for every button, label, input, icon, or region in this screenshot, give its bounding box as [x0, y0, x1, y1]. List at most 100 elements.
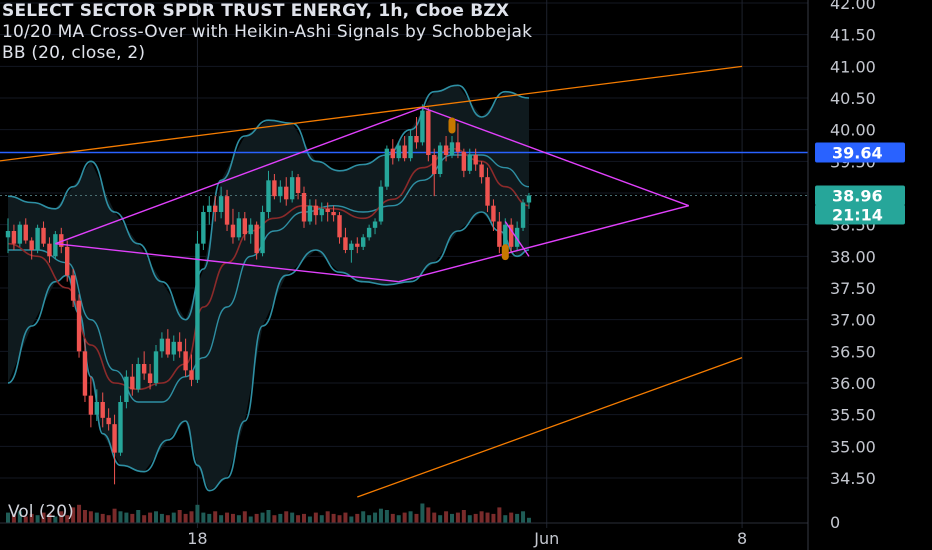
volume-bar — [331, 513, 336, 523]
price-tick-label: 36.50 — [830, 342, 876, 361]
volume-bar — [337, 515, 342, 523]
candle-body — [242, 218, 247, 235]
candle-body — [165, 338, 171, 355]
candle-body — [17, 224, 23, 244]
candle-body — [420, 110, 425, 143]
volume-bar — [485, 512, 490, 523]
candle-body — [325, 208, 330, 212]
diamond-trendline — [55, 242, 399, 283]
volume-bar — [432, 512, 437, 523]
volume-bar — [106, 515, 111, 523]
volume-bar — [491, 513, 496, 523]
volume-bar — [41, 512, 46, 523]
candle-body — [41, 227, 46, 244]
candle-body — [284, 186, 289, 200]
price-badge — [815, 185, 905, 206]
candle-body — [153, 351, 159, 383]
diamond-trendline — [55, 106, 423, 245]
candle-body — [467, 155, 472, 171]
candle-body — [177, 341, 182, 352]
candle-body — [355, 243, 360, 247]
volume-bar — [82, 510, 87, 523]
diamond-trendline — [398, 204, 689, 283]
trendlines — [0, 65, 743, 498]
candle-body — [437, 145, 443, 174]
volume-bar — [509, 512, 514, 523]
volume-bar — [420, 503, 425, 523]
volume-bar — [142, 515, 147, 523]
volume-bar — [59, 511, 64, 523]
price-tick-label: 41.00 — [830, 57, 876, 76]
candle-body — [248, 224, 253, 235]
diamond-trendline — [504, 221, 530, 257]
time-tick-label: 18 — [187, 529, 207, 548]
price-axis: 34.50 35.00 35.50 36.00 36.50 37.00 37.50 38.00… — [809, 0, 932, 550]
volume-bar — [444, 511, 449, 523]
volume-bar — [6, 512, 10, 523]
volume-bar — [355, 513, 360, 523]
price-tick-label: 40.50 — [830, 89, 876, 108]
candle-body — [426, 110, 431, 155]
symbol-title[interactable]: SELECT SECTOR SPDR TRUST ENERGY, 1h, Cbo… — [2, 1, 510, 21]
candle-body — [230, 224, 236, 238]
candle-body — [289, 177, 295, 200]
candle-body — [218, 196, 224, 212]
candle-body — [35, 227, 40, 250]
candle-body — [82, 351, 88, 396]
volume-bar — [230, 513, 235, 523]
volume-bar — [136, 510, 141, 523]
volume-bars — [6, 503, 531, 523]
volume-bar — [266, 510, 271, 523]
volume-bar — [526, 517, 531, 523]
volume-bar — [284, 511, 289, 523]
orange-trendline — [0, 65, 743, 162]
volume-bar — [23, 516, 28, 523]
volume-bar — [65, 515, 70, 523]
signal-marker — [448, 117, 456, 134]
volume-tick-label: 0 — [830, 513, 840, 532]
candle-body — [319, 208, 324, 216]
volume-bar — [414, 513, 419, 523]
candle-body — [159, 338, 165, 352]
candle-body — [331, 212, 336, 216]
volume-bar — [426, 507, 431, 523]
candle-body — [473, 155, 478, 165]
volume-bar — [361, 511, 366, 523]
candle-body — [207, 205, 212, 212]
candle-body — [509, 224, 514, 247]
price-tick-label: 36.00 — [830, 374, 876, 393]
signal-marker — [501, 244, 509, 261]
volume-bar — [503, 515, 508, 523]
candle-body — [171, 341, 176, 355]
bollinger-title[interactable]: BB (20, close, 2) — [2, 43, 146, 63]
orange-trendline — [357, 357, 743, 498]
volume-bar — [118, 511, 123, 523]
indicator-title[interactable]: 10/20 MA Cross-Over with Heikin-Ashi Sig… — [2, 22, 533, 42]
volume-title[interactable]: Vol (20) — [8, 502, 74, 522]
candle-body — [254, 224, 259, 254]
price-tick-label: 34.50 — [830, 469, 876, 488]
volume-bar — [124, 512, 129, 523]
candle-body — [272, 180, 277, 197]
candle-body — [402, 145, 407, 159]
candle-body — [53, 234, 58, 257]
price-tick-label: 41.50 — [830, 26, 876, 45]
volume-bar — [177, 510, 182, 523]
candle-body — [130, 376, 135, 390]
volume-bar — [515, 513, 520, 523]
candle-body — [195, 243, 200, 380]
volume-bar — [278, 513, 283, 523]
candle-body — [100, 402, 105, 418]
volume-bar — [450, 513, 454, 523]
candle-body — [461, 151, 467, 171]
candle-body — [118, 402, 123, 453]
volume-bar — [349, 516, 354, 523]
volume-bar — [207, 513, 212, 523]
volume-bar — [29, 513, 34, 523]
candle-body — [313, 205, 319, 216]
price-tick-label: 37.00 — [830, 311, 876, 330]
candle-body — [29, 240, 34, 250]
volume-bar — [302, 513, 306, 523]
volume-bar — [171, 512, 176, 523]
